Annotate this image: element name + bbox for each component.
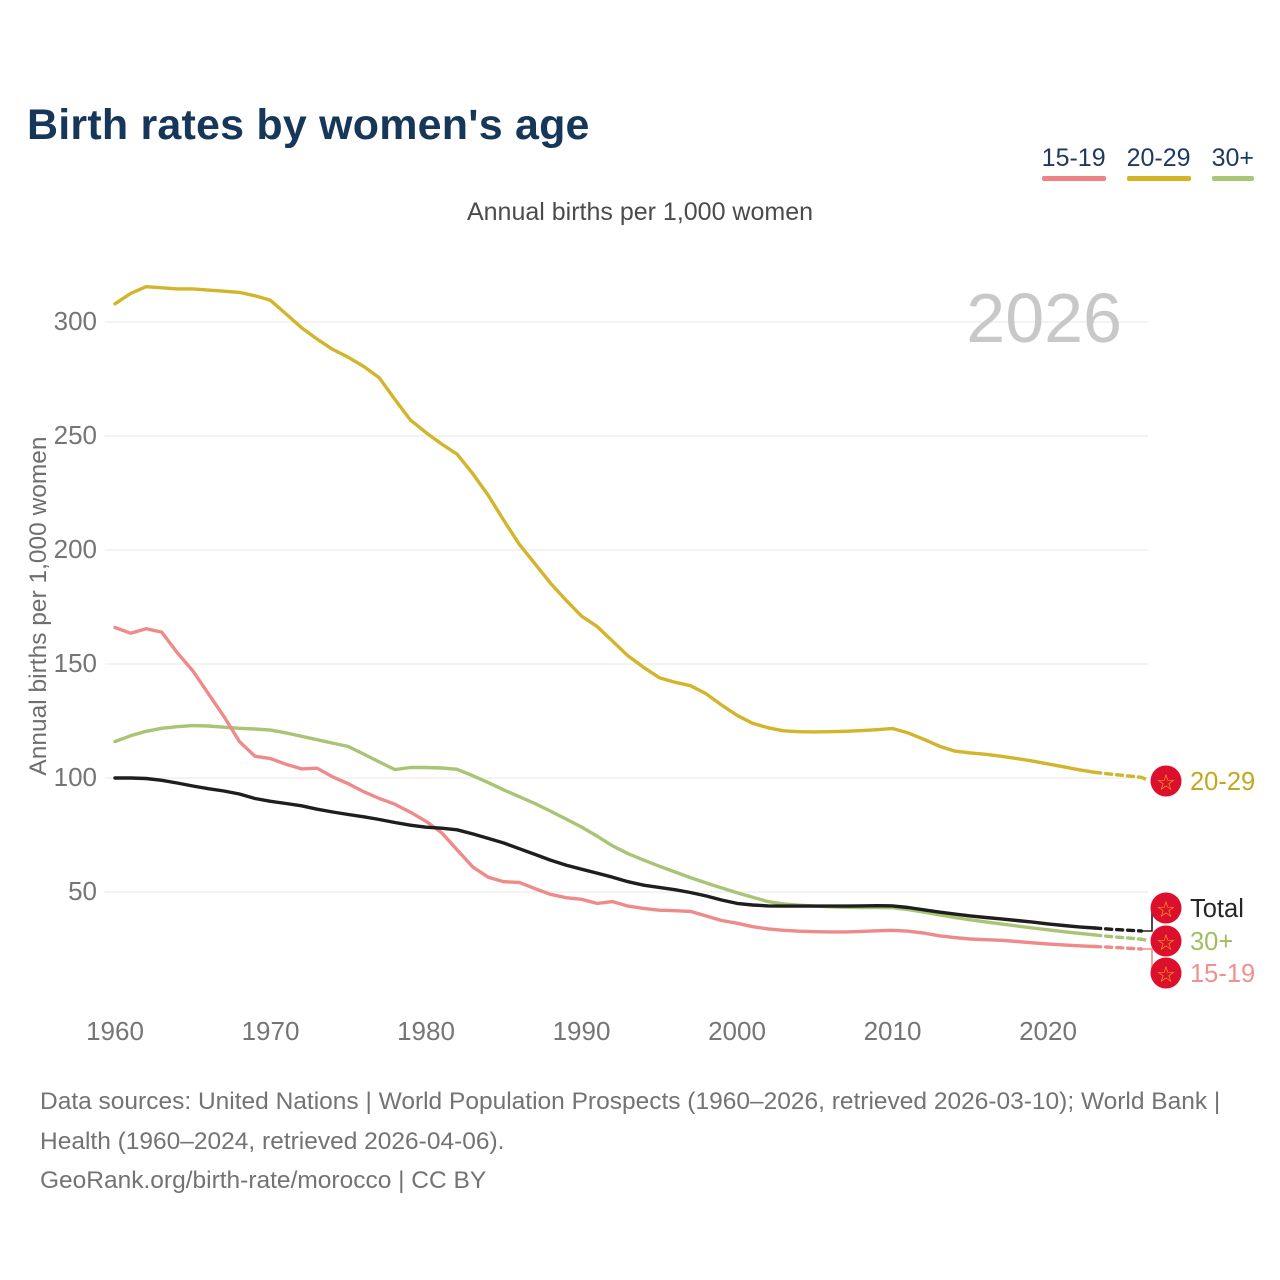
page-title: Birth rates by women's age	[27, 100, 590, 149]
line-Total	[113, 776, 1097, 930]
x-tick-label: 1970	[242, 1016, 300, 1046]
line-30+-projection	[1092, 933, 1144, 941]
line-Total-projection	[1092, 926, 1144, 933]
star-icon: ☆	[1156, 770, 1176, 795]
star-icon: ☆	[1156, 962, 1176, 987]
attribution-text: GeoRank.org/birth-rate/morocco | CC BY	[40, 1167, 487, 1195]
leader-line-Total	[1141, 908, 1153, 932]
y-axis-label: Annual births per 1,000 women	[25, 436, 52, 775]
leader-line-15-19	[1141, 948, 1153, 973]
y-tick-label: 250	[54, 420, 97, 450]
star-icon: ☆	[1156, 930, 1176, 955]
line-15-19-projection	[1092, 944, 1144, 951]
legend-swatch	[1126, 176, 1191, 181]
legend-label: 30+	[1211, 144, 1254, 172]
flag-badge-Total	[1150, 892, 1182, 924]
flag-badge-20-29	[1150, 765, 1182, 797]
y-tick-label: 200	[54, 534, 97, 564]
flag-badge-30+	[1150, 925, 1182, 957]
line-20-29	[113, 285, 1097, 774]
chart-footer: Data sources: United Nations | World Pop…	[40, 1082, 1225, 1201]
end-label-20-29: 20-29	[1190, 768, 1255, 796]
watermark-year: 2026	[966, 279, 1122, 357]
flag-badge-15-19	[1150, 957, 1182, 989]
leader-line-20-29	[1140, 775, 1151, 783]
leader-line-30+	[1140, 937, 1151, 943]
x-tick-label: 2000	[708, 1016, 766, 1046]
chart-subtitle: Annual births per 1,000 women	[466, 198, 814, 226]
x-tick-label: 1990	[553, 1016, 611, 1046]
y-tick-label: 300	[54, 306, 97, 336]
line-30+	[113, 723, 1097, 937]
legend-label: 15-19	[1041, 144, 1106, 172]
end-label-Total: Total	[1190, 895, 1244, 923]
legend: 15-19 20-29 30+	[1041, 144, 1254, 181]
legend-swatch	[1211, 176, 1254, 181]
y-tick-label: 50	[68, 876, 97, 906]
legend-swatch	[1041, 176, 1106, 181]
star-icon: ☆	[1156, 897, 1176, 922]
end-label-30+: 30+	[1190, 928, 1233, 956]
legend-item-15-19[interactable]: 15-19	[1041, 144, 1106, 181]
x-tick-label: 2010	[864, 1016, 922, 1046]
end-label-15-19: 15-19	[1190, 960, 1255, 988]
legend-item-20-29[interactable]: 20-29	[1126, 144, 1191, 181]
x-tick-label: 1980	[397, 1016, 455, 1046]
line-15-19	[113, 625, 1097, 949]
legend-item-30+[interactable]: 30+	[1211, 144, 1254, 181]
x-tick-label: 1960	[86, 1016, 144, 1046]
data-sources-text: Data sources: United Nations | World Pop…	[40, 1088, 1221, 1155]
line-20-29-projection	[1092, 770, 1144, 779]
legend-label: 20-29	[1126, 144, 1191, 172]
x-tick-label: 2020	[1019, 1016, 1077, 1046]
y-tick-label: 100	[54, 762, 97, 792]
y-tick-label: 150	[54, 648, 97, 678]
